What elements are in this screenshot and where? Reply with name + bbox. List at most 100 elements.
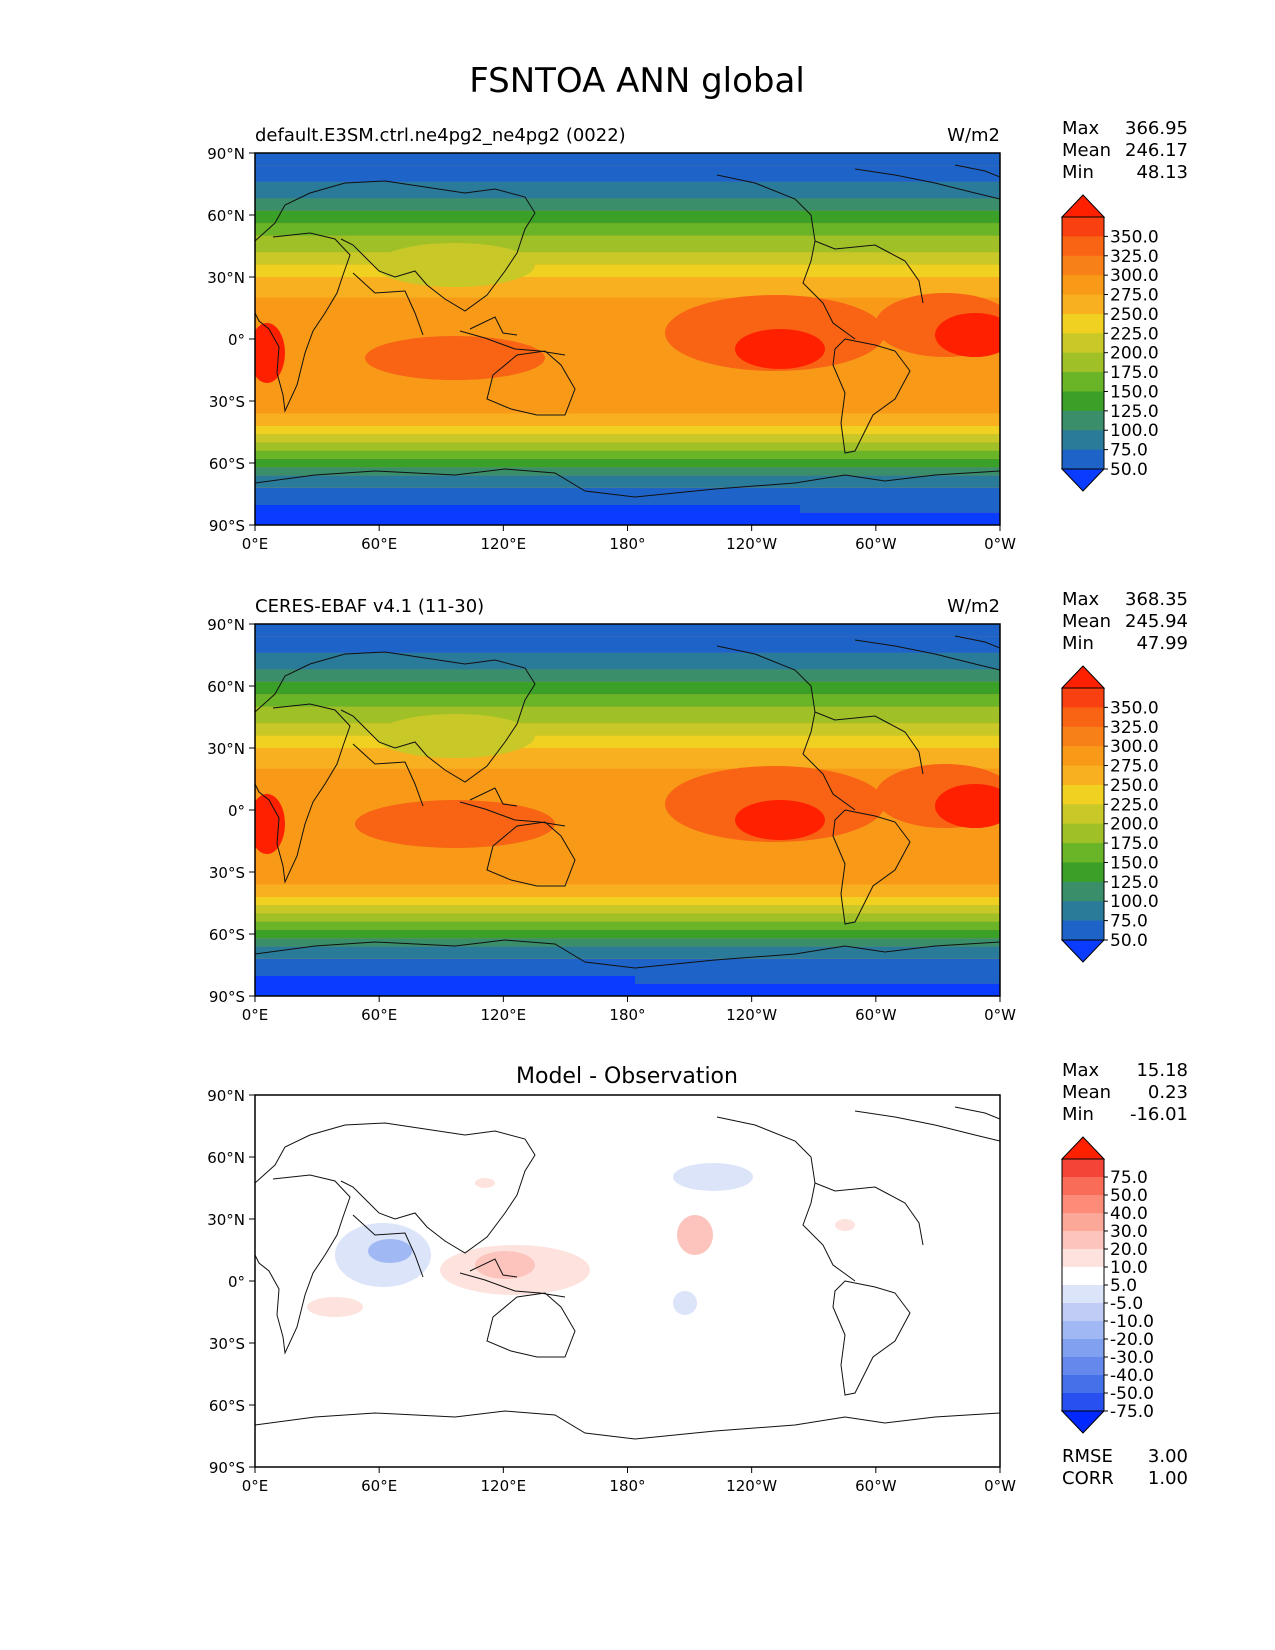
colorbar-segment — [1062, 372, 1104, 392]
diff-negative-north-pacific — [673, 1163, 753, 1191]
colorbar-segment — [1062, 901, 1104, 922]
lat-tick-label: 30°N — [207, 269, 245, 287]
panel-model: default.E3SM.ctrl.ne4pg2_ne4pg2 (0022) W… — [207, 125, 1016, 553]
colorbar-label: 200.0 — [1110, 815, 1159, 835]
lat-tick-label: 30°N — [207, 1211, 245, 1229]
lon-axis: 0°E 60°E 120°E 180° 120°W 60°W 0°W — [242, 996, 1016, 1024]
colorbar-segment — [1062, 294, 1104, 315]
lat-band — [255, 735, 1000, 748]
lat-tick-label: 30°S — [209, 393, 245, 411]
colorbar-segment — [1062, 1213, 1104, 1232]
lon-tick-label: 0°W — [984, 1477, 1016, 1495]
colorbar-label: -40.0 — [1110, 1366, 1154, 1386]
colorbar-extend-max — [1060, 665, 1106, 689]
stats-model: Max 366.95 Mean 246.17 Min 48.13 — [1062, 118, 1188, 183]
lon-tick-label: 60°W — [855, 1477, 897, 1495]
lat-band — [255, 467, 1000, 476]
lat-band — [255, 198, 1000, 211]
colorbar-segment — [1062, 275, 1104, 296]
colorbar-frame — [1061, 687, 1105, 941]
colorbar-label: 75.0 — [1110, 1168, 1148, 1188]
stat-mean-value: 246.17 — [1125, 140, 1188, 161]
antarctic-plateau — [255, 976, 635, 996]
diff-map — [255, 1095, 1000, 1467]
stat-max-value: 368.35 — [1125, 589, 1188, 610]
colorbar-segment — [1062, 1339, 1104, 1358]
colorbar-segment — [1062, 236, 1104, 257]
lat-band — [255, 624, 1000, 637]
colorbar-segment — [1062, 804, 1104, 825]
lat-band — [255, 929, 1000, 939]
panel-subtitle: Model - Observation — [516, 1064, 738, 1089]
lat-band — [255, 748, 1000, 769]
lat-tick-label: 90°N — [207, 145, 245, 163]
lat-band — [255, 652, 1000, 670]
stat-mean-label: Mean — [1062, 611, 1111, 632]
colorbar-label: 75.0 — [1110, 441, 1148, 461]
cloudy-asia — [375, 243, 535, 287]
stats-difference: Max 15.18 Mean 0.23 Min -16.01 — [1062, 1060, 1188, 1125]
field-map — [255, 624, 1000, 996]
lat-tick-label: 60°N — [207, 207, 245, 225]
lon-tick-label: 60°E — [361, 1006, 397, 1024]
colorbar-label: 300.0 — [1110, 266, 1159, 286]
colorbar-label: 250.0 — [1110, 305, 1159, 325]
colorbar-segment — [1062, 1231, 1104, 1250]
lat-band — [255, 223, 1000, 236]
lat-band — [255, 425, 1000, 435]
colorbar-label: 125.0 — [1110, 873, 1159, 893]
diff-negative-equatorial-pacific — [673, 1291, 697, 1315]
warm-core-indian — [365, 336, 545, 380]
lat-tick-label: 90°N — [207, 616, 245, 634]
diff-negative-arabian-sea-core — [368, 1239, 412, 1263]
lon-tick-label: 180° — [609, 535, 645, 553]
colorbar-segment — [1062, 430, 1104, 451]
stat-min-label: Min — [1062, 162, 1094, 183]
lon-tick-label: 60°E — [361, 1477, 397, 1495]
lat-band — [255, 264, 1000, 277]
colorbar-segment — [1062, 313, 1104, 334]
lat-tick-label: 60°S — [209, 455, 245, 473]
colorbar-label: -75.0 — [1110, 1402, 1154, 1422]
colorbar-label: 325.0 — [1110, 718, 1159, 738]
lon-tick-label: 120°E — [481, 1006, 527, 1024]
colorbar-segment — [1062, 1195, 1104, 1214]
lon-tick-label: 120°W — [726, 1006, 777, 1024]
stat-max-label: Max — [1062, 589, 1100, 610]
lon-tick-label: 180° — [609, 1006, 645, 1024]
lat-tick-label: 30°S — [209, 864, 245, 882]
lon-tick-label: 0°E — [242, 1477, 269, 1495]
warm-core-east-pacific — [735, 800, 825, 840]
lat-band — [255, 905, 1000, 914]
metrics-difference: RMSE 3.00 CORR 1.00 — [1062, 1446, 1188, 1489]
lat-tick-label: 60°S — [209, 1397, 245, 1415]
stat-max-label: Max — [1062, 1060, 1100, 1081]
lat-band — [255, 938, 1000, 947]
lon-tick-label: 120°W — [726, 535, 777, 553]
colorbar-label: 5.0 — [1110, 1276, 1137, 1296]
corr-value: 1.00 — [1148, 1468, 1188, 1489]
colorbar-label: 325.0 — [1110, 247, 1159, 267]
colorbar-label: 125.0 — [1110, 402, 1159, 422]
lat-band — [255, 946, 1000, 959]
lat-tick-label: 30°N — [207, 740, 245, 758]
colorbar-label: 150.0 — [1110, 853, 1159, 873]
lon-tick-label: 0°E — [242, 1006, 269, 1024]
lat-band — [255, 458, 1000, 468]
colorbar-segment — [1062, 1267, 1104, 1286]
colorbar-extend-min — [1060, 939, 1106, 963]
colorbar-label: 225.0 — [1110, 324, 1159, 344]
colorbar-segment — [1062, 765, 1104, 786]
colorbar-label: -20.0 — [1110, 1330, 1154, 1350]
colorbar-segment — [1062, 333, 1104, 354]
colorbar-model: 350.0325.0300.0275.0250.0225.0200.0175.0… — [1060, 194, 1159, 492]
panel-subtitle: CERES-EBAF v4.1 (11-30) — [255, 596, 484, 617]
colorbar-segment — [1062, 746, 1104, 767]
colorbar-segment — [1062, 726, 1104, 747]
colorbar-extend-min — [1060, 468, 1106, 492]
lon-tick-label: 0°W — [984, 1006, 1016, 1024]
lat-tick-label: 60°S — [209, 926, 245, 944]
colorbar-label: 50.0 — [1110, 1186, 1148, 1206]
lat-tick-label: 90°S — [209, 1459, 245, 1477]
colorbar-segment — [1062, 217, 1104, 237]
